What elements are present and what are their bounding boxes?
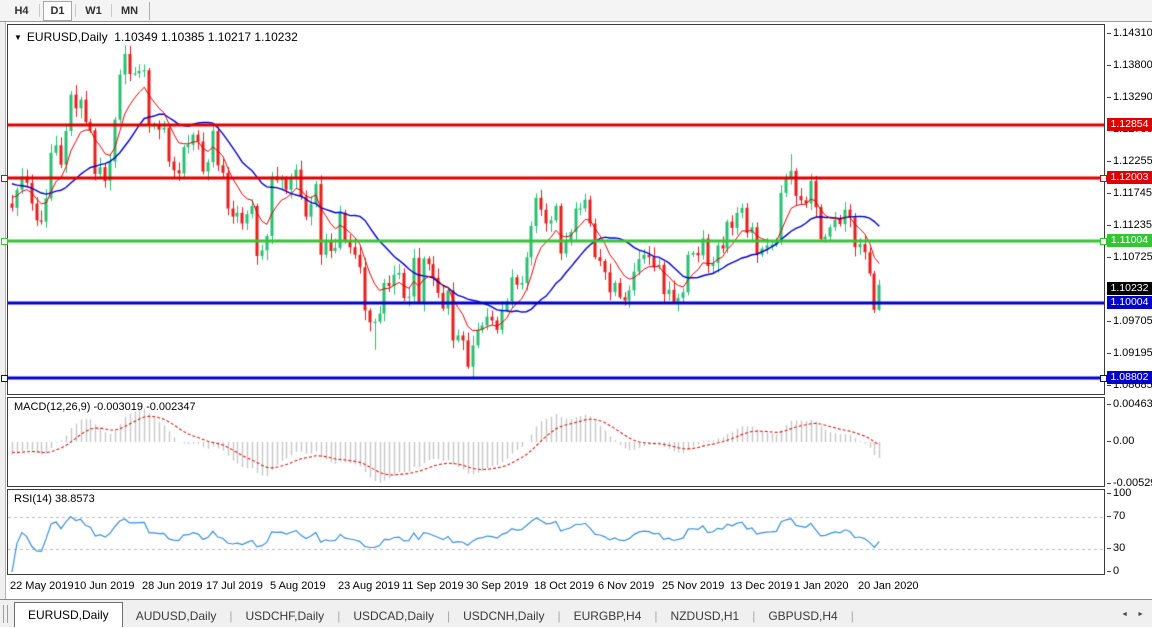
tab-usdchf-daily[interactable]: USDCHF,Daily [245,609,325,623]
date-label: 28 Jun 2019 [142,580,203,592]
trendline-handle[interactable] [1,175,8,183]
timeframe-button-d1[interactable]: D1 [43,0,72,21]
price-badge: 1.12003 [1107,171,1152,185]
tab-separator: | [850,609,854,623]
rsi-axis-label: 30 [1107,542,1125,554]
tab-separator: | [337,609,341,623]
price-tick: 1.14310 [1107,27,1152,39]
tab-usdcad-daily[interactable]: USDCAD,Daily [353,609,434,623]
tab-scroll-right-icon[interactable]: ► [1137,611,1144,618]
toolbar-separator [149,1,150,20]
price-tick: 1.09195 [1107,347,1152,359]
chart-symbol-label: EURUSD,Daily [26,30,108,44]
tab-separator: | [557,609,561,623]
rsi-axis-label: 100 [1107,487,1131,499]
date-label: 30 Sep 2019 [466,580,529,592]
date-label: 1 Jan 2020 [794,580,849,592]
date-label: 11 Sep 2019 [402,580,464,592]
tab-bar-grip[interactable] [3,605,8,623]
trendline-handle[interactable] [1100,175,1107,183]
price-chart-pane[interactable] [7,24,1105,395]
macd-indicator-label: MACD(12,26,9) -0.003019 -0.002347 [14,401,196,413]
rsi-pane[interactable] [7,489,1105,575]
symbol-dropdown-icon[interactable]: ▼ [14,33,22,42]
tab-audusd-daily[interactable]: AUDUSD,Daily [135,609,217,623]
macd-axis-label: -0.005299 [1107,477,1152,489]
macd-axis-label: 0.00 [1107,435,1134,447]
toolbar-separator [111,4,112,17]
rsi-axis-label: 70 [1107,510,1125,522]
chart-window: ▼ EURUSD,Daily 1.10349 1.10385 1.10217 1.… [0,22,1152,599]
date-label: 10 Jun 2019 [74,580,135,592]
rsi-axis-label: 0 [1107,565,1119,577]
rsi-indicator-label: RSI(14) 38.8573 [14,493,95,505]
price-axis[interactable]: 1.143101.138001.132901.127801.122551.117… [1107,22,1152,599]
trendline-handle[interactable] [1100,237,1107,245]
ohlc-values: 1.10349 1.10385 1.10217 1.10232 [114,30,298,44]
date-label: 6 Nov 2019 [598,580,655,592]
tab-scroll-arrows: ◄ ► [1121,611,1144,618]
trendline-handle[interactable] [1100,375,1107,383]
price-badge: 1.10232 [1107,282,1152,296]
date-label: 13 Dec 2019 [730,580,793,592]
timeframe-button-w1[interactable]: W1 [85,4,102,17]
price-tick: 1.10725 [1107,251,1152,263]
macd-pane[interactable] [7,397,1105,487]
price-tick: 1.11745 [1107,187,1152,199]
macd-axis-label: 0.00463 [1107,398,1152,410]
timeframe-toolbar: H4 D1 W1 MN [0,0,1152,22]
date-label: 25 Nov 2019 [662,580,725,592]
date-label: 22 May 2019 [10,580,74,592]
date-label: 23 Aug 2019 [338,580,400,592]
date-label: 17 Jul 2019 [206,580,263,592]
toolbar-separator [39,4,40,17]
price-tick: 1.13290 [1107,91,1152,103]
trendline-handle[interactable] [1,375,8,383]
date-label: 5 Aug 2019 [270,580,326,592]
price-tick: 1.13800 [1107,59,1152,71]
tab-eurusd-daily[interactable]: EURUSD,Daily [14,602,123,627]
tab-separator: | [654,609,658,623]
trendline-handle[interactable] [1,237,8,245]
tab-gbpusd-h4[interactable]: GBPUSD,H4 [768,609,838,623]
tab-separator: | [229,609,233,623]
price-tick: 1.09705 [1107,315,1152,327]
date-label: 18 Oct 2019 [534,580,594,592]
tab-scroll-left-icon[interactable]: ◄ [1121,611,1129,618]
price-badge: 1.10004 [1107,296,1152,310]
price-badge: 1.12854 [1107,118,1152,132]
toolbar-separator [75,4,76,17]
tab-nzdusd-h1[interactable]: NZDUSD,H1 [670,609,740,623]
price-tick: 1.12255 [1107,155,1152,167]
tab-eurgbp-h4[interactable]: EURGBP,H4 [573,609,642,623]
tab-separator: | [447,609,451,623]
tab-usdcnh-daily[interactable]: USDCNH,Daily [463,609,545,623]
symbol-tab-bar: EURUSD,Daily AUDUSD,Daily | USDCHF,Daily | US… [0,599,1152,627]
price-badge: 1.08802 [1107,371,1152,385]
date-label: 20 Jan 2020 [858,580,919,592]
window-frame-left [0,22,6,599]
price-tick: 1.11235 [1107,219,1152,231]
price-badge: 1.11004 [1107,233,1152,247]
tab-separator: | [752,609,756,623]
date-axis[interactable]: 22 May 2019 10 Jun 2019 28 Jun 2019 17 Jul … [7,576,1107,599]
chart-legend: ▼ EURUSD,Daily 1.10349 1.10385 1.10217 1.… [14,30,298,44]
timeframe-button-mn[interactable]: MN [120,4,139,17]
timeframe-button-h4[interactable]: H4 [14,4,29,17]
